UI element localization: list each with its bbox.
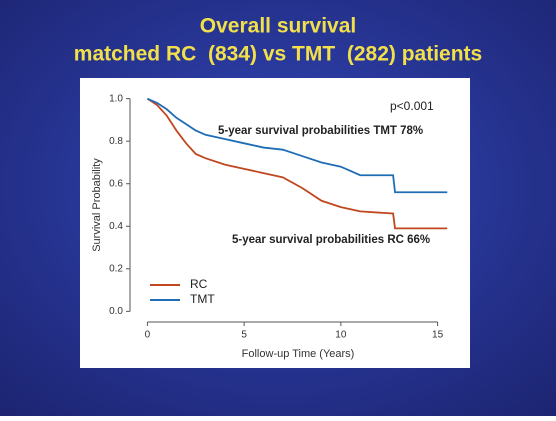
x-tick-label: 0 <box>145 330 151 341</box>
legend-label: TMT <box>190 292 215 306</box>
chart-title: Overall survival <box>200 15 356 38</box>
y-tick-label: 0.0 <box>109 306 123 317</box>
survival-curve <box>147 97 448 194</box>
y-tick-label: 0.2 <box>109 263 123 274</box>
x-axis-label: Follow-up Time (Years) <box>242 348 355 360</box>
y-axis-label: Survival Probability <box>91 158 103 252</box>
chart-panel <box>80 78 470 368</box>
p-value: p<0.001 <box>390 99 434 113</box>
x-tick-label: 5 <box>241 330 247 341</box>
x-tick-label: 15 <box>432 330 444 341</box>
y-tick-label: 1.0 <box>109 93 123 104</box>
chart-title: matched RC (834) vs TMT (282) patients <box>74 43 482 66</box>
x-tick-label: 10 <box>335 330 347 341</box>
y-tick-label: 0.8 <box>109 136 123 147</box>
y-tick-label: 0.4 <box>109 221 123 232</box>
annotation: 5-year survival probabilities TMT 78% <box>218 125 423 137</box>
survival-curve <box>146 97 448 230</box>
legend-label: RC <box>190 277 208 291</box>
y-tick-label: 0.6 <box>109 178 123 189</box>
annotation: 5-year survival probabilities RC 66% <box>232 234 430 246</box>
